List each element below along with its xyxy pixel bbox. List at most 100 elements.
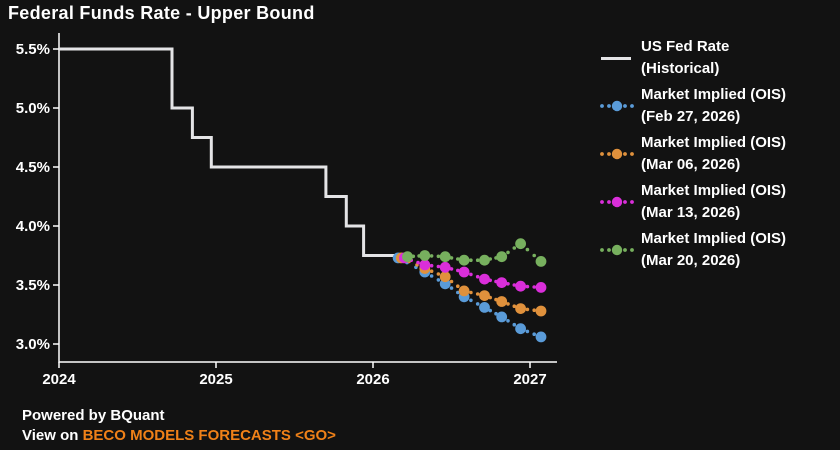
series-marker bbox=[402, 251, 413, 263]
series-marker bbox=[479, 273, 490, 285]
series-dot bbox=[525, 307, 530, 312]
y-axis-label: 5.0% bbox=[16, 100, 50, 117]
series-marker bbox=[419, 250, 431, 261]
series-dot bbox=[469, 258, 473, 263]
dotted-line-icon bbox=[600, 196, 634, 208]
series-marker bbox=[496, 251, 508, 263]
series-marker bbox=[496, 311, 508, 323]
powered-by-text: Powered by BQuant bbox=[22, 407, 165, 424]
series-marker bbox=[496, 296, 508, 307]
legend-item-feb-27-2026: Market Implied (OIS) (Feb 27, 2026) bbox=[599, 84, 837, 128]
series-dot bbox=[512, 304, 517, 309]
series-marker bbox=[496, 277, 508, 288]
series-dot bbox=[506, 282, 510, 286]
series-marker bbox=[515, 323, 526, 335]
series-dot bbox=[436, 254, 441, 259]
legend-item-mar-20-2026: Market Implied (OIS) (Mar 20, 2026) bbox=[599, 228, 837, 272]
legend: US Fed Rate (Historical) Market Implied (O… bbox=[599, 36, 837, 276]
view-on-text: View on bbox=[22, 426, 83, 444]
series-dot bbox=[429, 269, 434, 274]
legend-item-label: Market Implied (OIS) (Feb 27, 2026) bbox=[641, 86, 787, 125]
series-dot bbox=[506, 302, 510, 306]
series-dot bbox=[469, 272, 473, 277]
series-dot bbox=[456, 268, 460, 273]
historical-line bbox=[59, 47, 397, 257]
ois-series-mar-20-2026 bbox=[402, 238, 547, 267]
series-dot bbox=[532, 285, 536, 289]
series-dot bbox=[449, 267, 454, 271]
series-dot bbox=[429, 254, 434, 258]
series-marker bbox=[439, 271, 451, 283]
series-marker bbox=[535, 305, 547, 317]
series-dot bbox=[506, 319, 510, 323]
series-dot bbox=[449, 286, 454, 290]
dotted-line-icon bbox=[600, 244, 634, 256]
x-axis-label: 2024 bbox=[42, 371, 76, 388]
x-axis-label: 2026 bbox=[356, 371, 389, 388]
ois-series-mar-13-2026 bbox=[399, 252, 547, 293]
series-dot bbox=[436, 272, 441, 276]
legend-item-historical: US Fed Rate (Historical) bbox=[599, 36, 837, 80]
series-marker bbox=[515, 238, 526, 250]
series-dot bbox=[456, 257, 460, 261]
series-marker bbox=[479, 302, 490, 313]
series-dot bbox=[525, 284, 530, 289]
series-dot bbox=[475, 274, 480, 279]
series-dot bbox=[449, 279, 454, 284]
series-dot bbox=[469, 298, 473, 303]
y-axis-label: 3.0% bbox=[16, 336, 50, 353]
series-marker bbox=[458, 254, 470, 266]
series-marker bbox=[479, 254, 490, 266]
series-marker bbox=[439, 251, 451, 263]
dotted-line-icon bbox=[600, 148, 634, 160]
y-axis-label: 5.5% bbox=[16, 41, 50, 58]
series-dot bbox=[512, 246, 517, 250]
series-marker bbox=[515, 303, 526, 314]
series-dot bbox=[506, 250, 510, 255]
series-marker bbox=[535, 256, 547, 267]
series-dot bbox=[512, 322, 517, 327]
series-marker bbox=[535, 331, 547, 343]
legend-item-mar-13-2026: Market Implied (OIS) (Mar 13, 2026) bbox=[599, 180, 837, 224]
series-marker bbox=[535, 282, 547, 293]
series-dot bbox=[436, 278, 441, 282]
series-dot bbox=[525, 329, 530, 334]
legend-item-label: Market Implied (OIS) (Mar 13, 2026) bbox=[641, 182, 787, 221]
legend-item-label: US Fed Rate (Historical) bbox=[641, 38, 730, 77]
axes bbox=[58, 33, 557, 363]
series-dot bbox=[456, 290, 460, 295]
series-dot bbox=[429, 263, 434, 268]
series-dot bbox=[416, 260, 420, 265]
series-dot bbox=[475, 302, 480, 306]
series-dot bbox=[475, 292, 480, 296]
series-marker bbox=[419, 259, 431, 271]
series-marker bbox=[458, 266, 470, 278]
series-dot bbox=[469, 290, 473, 295]
beco-models-forecasts-link[interactable]: BECO MODELS FORECASTS <GO> bbox=[82, 426, 336, 444]
legend-item-mar-06-2026: Market Implied (OIS) (Mar 06, 2026) bbox=[599, 132, 837, 176]
legend-item-label: Market Implied (OIS) (Mar 06, 2026) bbox=[641, 134, 787, 173]
series-marker bbox=[515, 280, 526, 292]
series-dot bbox=[532, 332, 536, 337]
solid-line-icon bbox=[601, 57, 631, 60]
x-axis-label: 2025 bbox=[199, 371, 232, 388]
view-on-row: View on BECO MODELS FORECASTS <GO> bbox=[22, 426, 336, 446]
series-dot bbox=[525, 247, 530, 252]
y-axis-label: 4.0% bbox=[16, 218, 50, 235]
series-dot bbox=[429, 274, 434, 278]
x-axis-label: 2027 bbox=[513, 371, 546, 388]
legend-item-label: Market Implied (OIS) (Mar 20, 2026) bbox=[641, 230, 787, 269]
series-dot bbox=[456, 284, 460, 289]
footer: Powered by BQuant View on BECO MODELS FO… bbox=[22, 406, 336, 445]
series-dot bbox=[436, 264, 441, 269]
series-marker bbox=[458, 285, 470, 297]
series-marker bbox=[439, 261, 451, 273]
dotted-line-icon bbox=[600, 100, 634, 112]
series-dot bbox=[512, 283, 517, 287]
series-dot bbox=[532, 253, 536, 258]
y-axis-label: 3.5% bbox=[16, 277, 50, 294]
series-marker bbox=[479, 290, 490, 301]
series-dot bbox=[475, 258, 480, 263]
